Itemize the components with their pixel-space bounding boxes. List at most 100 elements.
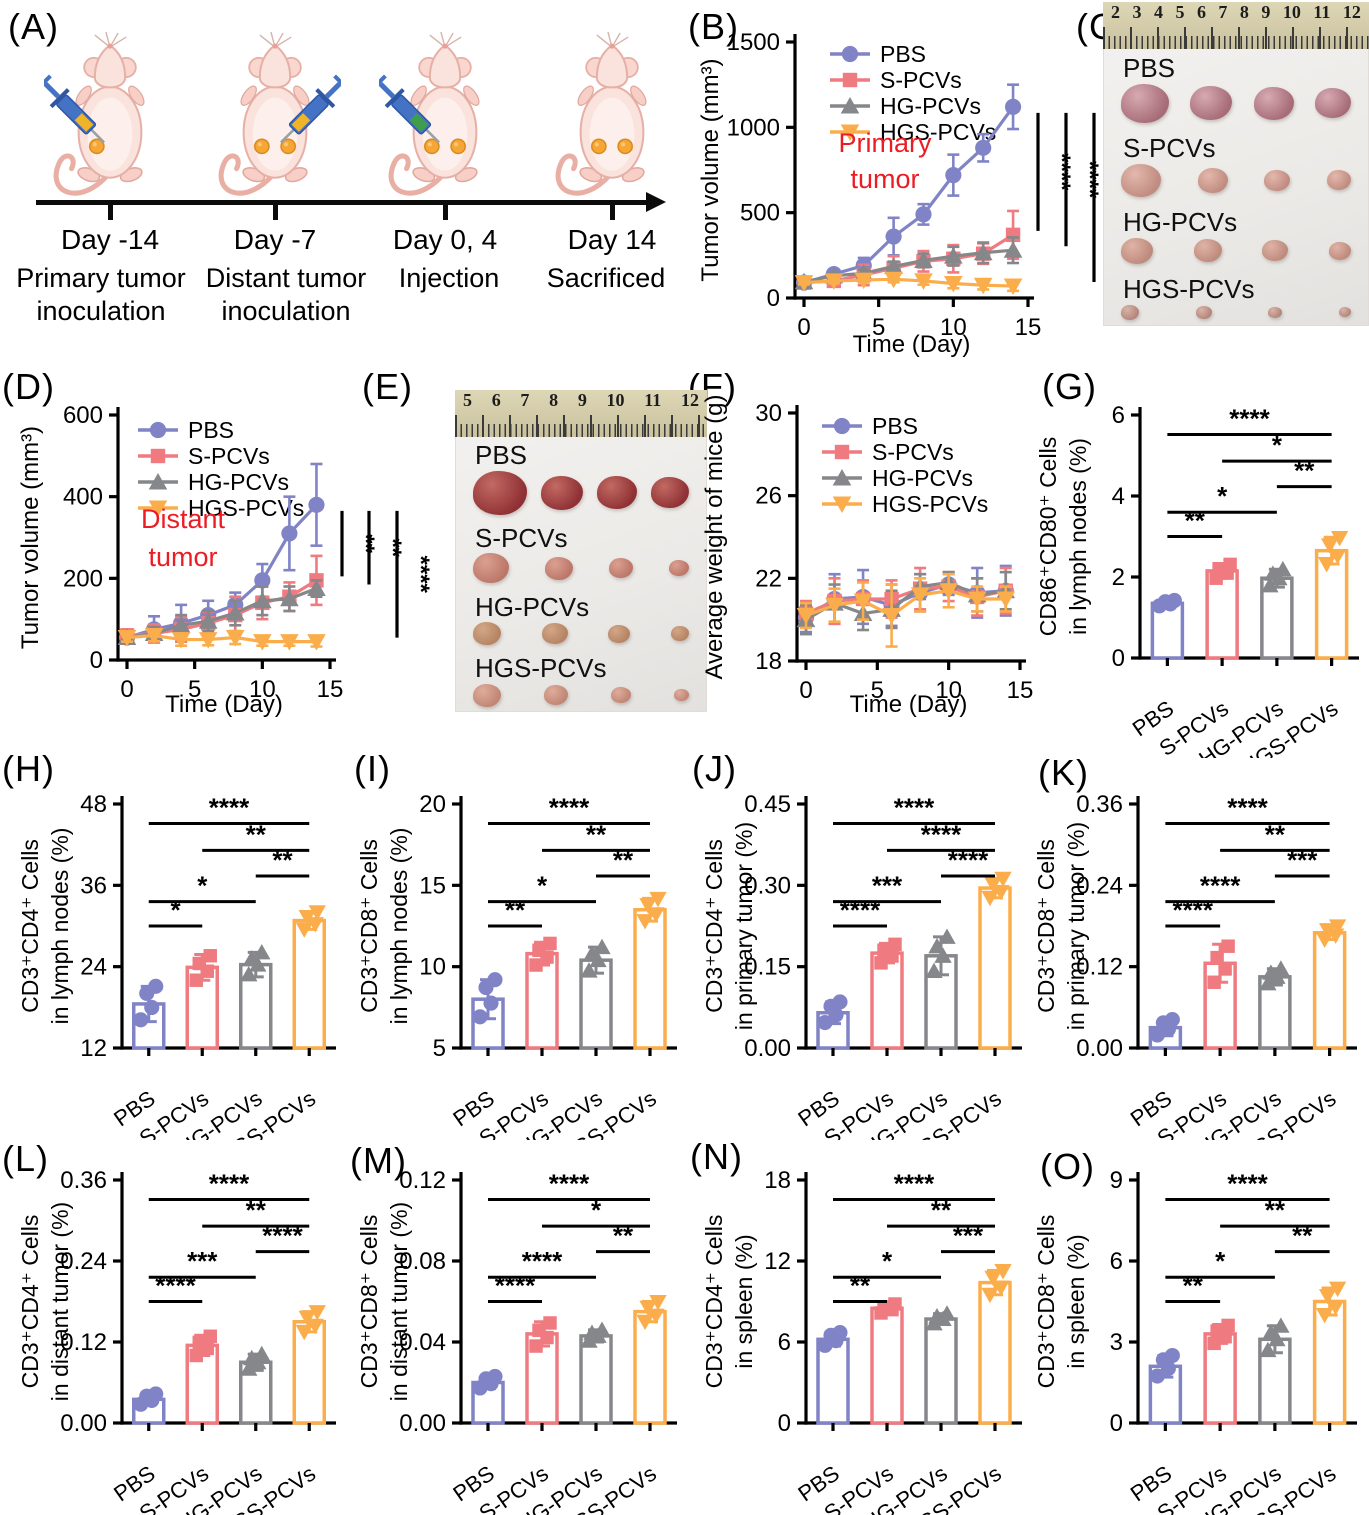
marker-triangle-down: [794, 275, 814, 292]
significance-bracket: ***: [833, 871, 941, 904]
marker-triangle-up: [240, 1360, 258, 1376]
marker-triangle-down: [1328, 549, 1347, 565]
marker-triangle-up: [938, 1305, 956, 1321]
marker-square: [1210, 1324, 1224, 1338]
syringe-icon: [379, 74, 440, 144]
marker-triangle-down: [298, 910, 316, 926]
figure-graphic: [579, 1334, 613, 1425]
figure-graphic: [128, 85, 145, 106]
marker-triangle-up: [840, 97, 860, 114]
marker-square: [1221, 939, 1235, 953]
x-axis-label: Time (Day): [850, 691, 968, 718]
significance-stars: **: [613, 1221, 634, 1251]
marker-triangle-down: [307, 634, 326, 651]
figure-graphic: [1312, 931, 1347, 1050]
figure-graphic: 6: [491, 390, 501, 410]
y-tick-label: 0.12: [399, 1167, 446, 1194]
marker-triangle-up: [1259, 974, 1277, 991]
bar-group-HG-PCVs: [1260, 560, 1294, 660]
tumor-row-label: S-PCVs: [475, 522, 568, 553]
y-tick-label: 0.30: [744, 872, 791, 899]
bar-group-HG-PCVs: [924, 1305, 958, 1425]
bar-group-S-PCVs: [870, 1297, 904, 1425]
marker-square: [874, 956, 888, 970]
chart-cd3-cd4-lymph: 12 24 36 48 CD3⁺CD4⁺ Cells in lymph nodes (%)…: [17, 791, 336, 1140]
tumor-icon: [591, 138, 607, 155]
figure-graphic: [633, 907, 667, 1050]
marker-square: [529, 958, 543, 972]
marker-circle: [144, 999, 160, 1016]
figure-graphic: [240, 85, 257, 106]
significance-stars: **: [1292, 1221, 1313, 1251]
y-tick-label: 26: [755, 483, 782, 510]
y-axis-label: in lymph nodes (%): [386, 828, 412, 1025]
y-tick-label: 500: [740, 200, 780, 227]
tumor-row: S-PCVs: [1103, 129, 1369, 203]
panel-a-schematic: Day -14 Primary tumor inoculation Day -7 Di…: [0, 28, 690, 363]
legend-label: HG-PCVs: [880, 93, 981, 119]
figure-graphic: [427, 142, 432, 147]
axes: [786, 34, 1034, 307]
figure-graphic: [280, 128, 295, 144]
panel-d-label: (D): [2, 366, 55, 407]
bar-group-PBS: [816, 1324, 850, 1425]
marker-circle: [1164, 1011, 1180, 1028]
tumor-specimen: [1268, 306, 1283, 318]
mouse-illustration: [44, 31, 145, 196]
panel-h-label: (H): [2, 748, 55, 789]
y-tick-label: 0.00: [744, 1035, 791, 1062]
timeline-caption: Injection: [398, 263, 500, 293]
marker-square: [203, 1329, 217, 1343]
tumor-row: S-PCVs: [455, 520, 707, 589]
bar-group-S-PCVs: [185, 1329, 219, 1425]
bar-group-PBS: [471, 1368, 505, 1425]
y-tick-label: 12: [80, 1035, 107, 1062]
figure-graphic: [90, 128, 105, 144]
x-axis-label: Time (Day): [165, 691, 283, 718]
marker-square: [888, 1297, 902, 1311]
y-axis-label: in distant tumor (%): [47, 1202, 73, 1401]
mouse-nose: [107, 43, 113, 49]
figure-graphic: [594, 142, 599, 147]
figure-graphic: [1109, 163, 1363, 197]
y-tick-label: 30: [755, 400, 782, 427]
figure-graphic: 3: [1132, 2, 1142, 22]
figure-graphic: 7: [1218, 2, 1228, 22]
significance-stars: ****: [1076, 161, 1103, 199]
marker-square: [834, 444, 850, 460]
tumor-specimen: [473, 470, 527, 515]
figure-graphic: [409, 113, 429, 132]
significance-bracket: **: [255, 845, 310, 878]
marker-triangle-up: [1262, 964, 1280, 980]
tumor-specimen: [1338, 307, 1351, 318]
significance-stars: ****: [840, 895, 881, 925]
marker-triangle-up: [253, 1345, 271, 1362]
marker-square: [203, 949, 217, 963]
x-tick-label: 15: [1007, 677, 1034, 704]
significance-stars: *: [170, 895, 181, 925]
tumor-row-label: HG-PCVs: [1123, 207, 1238, 238]
marker-triangle-up: [1259, 1341, 1277, 1358]
marker-square: [192, 1335, 206, 1350]
mouse-head: [258, 43, 292, 89]
significance-stars: ****: [495, 1271, 536, 1301]
marker-triangle-up: [243, 950, 261, 966]
significance-stars: **: [1185, 506, 1206, 536]
significance-bracket: *: [1167, 481, 1277, 514]
figure-graphic: [109, 36, 127, 48]
significance-stars: **: [246, 1195, 267, 1225]
significance-bracket: ****: [1165, 1168, 1330, 1201]
marker-square: [1210, 950, 1224, 965]
significance-stars: **: [1183, 1271, 1204, 1301]
significance-bracket: **: [1276, 456, 1332, 489]
timeline-tick: [442, 200, 448, 220]
figure-graphic: 5: [463, 390, 472, 410]
marker-triangle-down: [647, 907, 665, 923]
marker-triangle-down: [1328, 1281, 1347, 1298]
bar-group-PBS: [132, 978, 166, 1050]
y-tick-label: 6: [1110, 1248, 1123, 1275]
y-tick-label: 0.15: [744, 954, 791, 981]
y-tick-label: 3: [1110, 1329, 1123, 1356]
plot-annotation: Distant: [141, 504, 226, 534]
marker-triangle-up: [198, 612, 218, 629]
